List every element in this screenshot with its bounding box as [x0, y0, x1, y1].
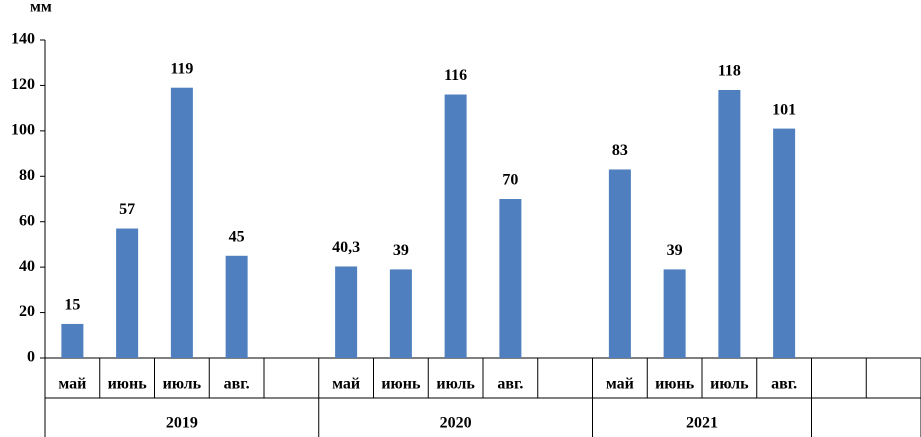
bar	[225, 255, 248, 358]
x-tick-label: июль	[436, 376, 475, 393]
x-tick-label: июнь	[655, 376, 695, 393]
data-label: 39	[393, 242, 409, 259]
bar	[61, 323, 84, 358]
x-tick-label: июнь	[381, 376, 421, 393]
data-label: 116	[444, 67, 467, 84]
x-tick-label: авг.	[224, 376, 250, 393]
y-tick-label: 40	[19, 258, 35, 275]
data-label: 118	[718, 63, 741, 80]
bar	[773, 128, 796, 358]
data-label: 39	[667, 242, 683, 259]
x-tick-label: июль	[163, 376, 202, 393]
x-tick-label: май	[606, 376, 634, 393]
y-tick-label: 120	[11, 76, 35, 93]
x-tick-label: авг.	[497, 376, 523, 393]
bar	[663, 269, 686, 358]
bar	[444, 94, 467, 358]
data-label: 70	[502, 172, 518, 189]
y-tick-label: 100	[11, 122, 35, 139]
group-label: 2021	[686, 415, 718, 432]
y-axis-label: мм	[30, 0, 52, 16]
x-tick-label: май	[332, 376, 360, 393]
data-label: 40,3	[332, 239, 360, 256]
y-tick-label: 0	[27, 349, 35, 366]
data-label: 15	[64, 297, 80, 314]
x-tick-label: июль	[710, 376, 749, 393]
bar	[608, 169, 631, 358]
bar	[389, 269, 412, 358]
bar	[116, 228, 139, 358]
data-label: 119	[170, 60, 193, 77]
bar	[718, 89, 741, 358]
y-tick-label: 60	[19, 212, 35, 229]
x-tick-label: май	[58, 376, 86, 393]
data-label: 57	[119, 201, 135, 218]
data-label: 83	[612, 142, 628, 159]
bar	[170, 87, 193, 358]
y-tick-label: 80	[19, 167, 35, 184]
group-label: 2020	[440, 415, 472, 432]
bar	[499, 199, 522, 358]
x-tick-label: июнь	[108, 376, 148, 393]
data-label: 45	[229, 228, 245, 245]
y-tick-label: 140	[11, 31, 35, 48]
bar	[335, 266, 358, 358]
group-label: 2019	[166, 415, 198, 432]
data-label: 101	[772, 101, 796, 118]
y-tick-label: 20	[19, 303, 35, 320]
x-tick-label: авг.	[771, 376, 797, 393]
